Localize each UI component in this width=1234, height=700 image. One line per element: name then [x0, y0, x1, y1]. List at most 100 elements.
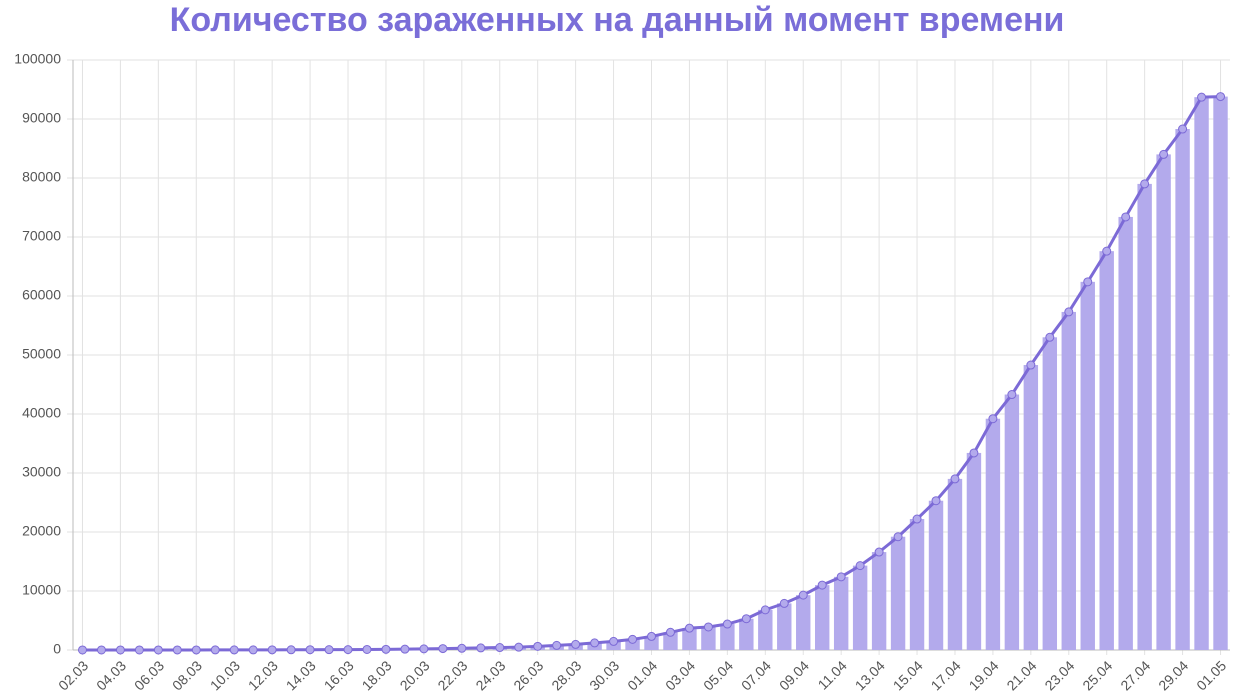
bar [758, 609, 773, 650]
bar [966, 452, 982, 650]
point [324, 645, 334, 655]
point [798, 590, 808, 600]
y-tick-label: 50000 [22, 346, 61, 362]
point [172, 645, 182, 655]
point [665, 627, 675, 637]
point [419, 644, 429, 654]
bar [890, 536, 906, 650]
x-tick-label: 15.04 [890, 657, 926, 693]
bar [739, 618, 754, 650]
point [134, 645, 144, 655]
bar [814, 585, 830, 650]
bar [796, 595, 811, 650]
point [1007, 390, 1017, 400]
y-tick-label: 20000 [22, 523, 61, 539]
point [96, 645, 106, 655]
point [305, 645, 315, 655]
bar [1175, 129, 1190, 650]
y-tick-label: 90000 [22, 110, 61, 126]
x-tick-label: 08.03 [169, 657, 205, 693]
point [741, 614, 751, 624]
x-tick-label: 04.03 [93, 657, 129, 693]
point [1045, 332, 1055, 342]
point [722, 619, 732, 629]
bar [1099, 251, 1114, 650]
chart-title: Количество зараженных на данный момент в… [170, 1, 1065, 39]
point [153, 645, 163, 655]
point [495, 643, 505, 653]
bar [1061, 311, 1076, 650]
point [590, 638, 600, 648]
bar [985, 418, 1001, 650]
bar [947, 478, 963, 650]
x-tick-label: 12.03 [245, 657, 281, 693]
bar [871, 552, 887, 650]
point [1121, 212, 1131, 222]
bar [833, 576, 849, 650]
point [362, 644, 372, 654]
x-tick-label: 30.03 [586, 657, 622, 693]
x-tick-label: 18.03 [359, 657, 395, 693]
point [438, 644, 448, 654]
x-tick-label: 21.04 [1003, 657, 1039, 693]
point [286, 645, 296, 655]
point [950, 474, 960, 484]
x-tick-label: 11.04 [815, 657, 851, 693]
point [1178, 124, 1188, 134]
point [267, 645, 277, 655]
bar [644, 636, 659, 650]
y-tick-label: 0 [53, 641, 61, 657]
point [533, 641, 543, 651]
point [779, 598, 789, 608]
x-tick-label: 05.04 [700, 657, 736, 693]
point [817, 580, 827, 590]
point [381, 644, 391, 654]
point [476, 643, 486, 653]
bar [720, 624, 735, 650]
x-tick-label: 27.04 [1117, 657, 1153, 693]
point [115, 645, 125, 655]
bar [1213, 96, 1228, 650]
point [684, 623, 694, 633]
point [836, 572, 846, 582]
bar [777, 603, 792, 650]
point [1159, 149, 1169, 159]
bar [852, 565, 868, 650]
bar [928, 500, 944, 650]
point [229, 645, 239, 655]
x-tick-label: 03.04 [662, 657, 698, 693]
x-tick-label: 01.05 [1193, 657, 1229, 693]
x-tick-label: 28.03 [548, 657, 584, 693]
point [1216, 92, 1226, 102]
y-tick-label: 60000 [22, 287, 61, 303]
bar [1137, 183, 1152, 650]
point [1140, 179, 1150, 189]
bar [625, 639, 640, 650]
point [874, 547, 884, 557]
bar [1080, 281, 1095, 650]
x-tick-label: 25.04 [1079, 657, 1115, 693]
point [912, 514, 922, 524]
bar [909, 519, 925, 650]
x-tick-label: 09.04 [776, 657, 812, 693]
x-tick-label: 02.03 [55, 657, 91, 693]
bar [1042, 337, 1058, 650]
point [931, 496, 941, 506]
point [703, 622, 713, 632]
point [760, 605, 770, 615]
point [609, 636, 619, 646]
x-tick-label: 13.04 [852, 657, 888, 693]
x-tick-label: 07.04 [738, 657, 774, 693]
point [210, 645, 220, 655]
bar [663, 632, 678, 650]
x-tick-label: 06.03 [131, 657, 167, 693]
point [571, 639, 581, 649]
point [647, 631, 656, 641]
point [552, 640, 562, 650]
bar [1194, 97, 1209, 651]
point [343, 645, 353, 655]
x-tick-label: 29.04 [1155, 657, 1191, 693]
x-tick-label: 20.03 [397, 657, 433, 693]
